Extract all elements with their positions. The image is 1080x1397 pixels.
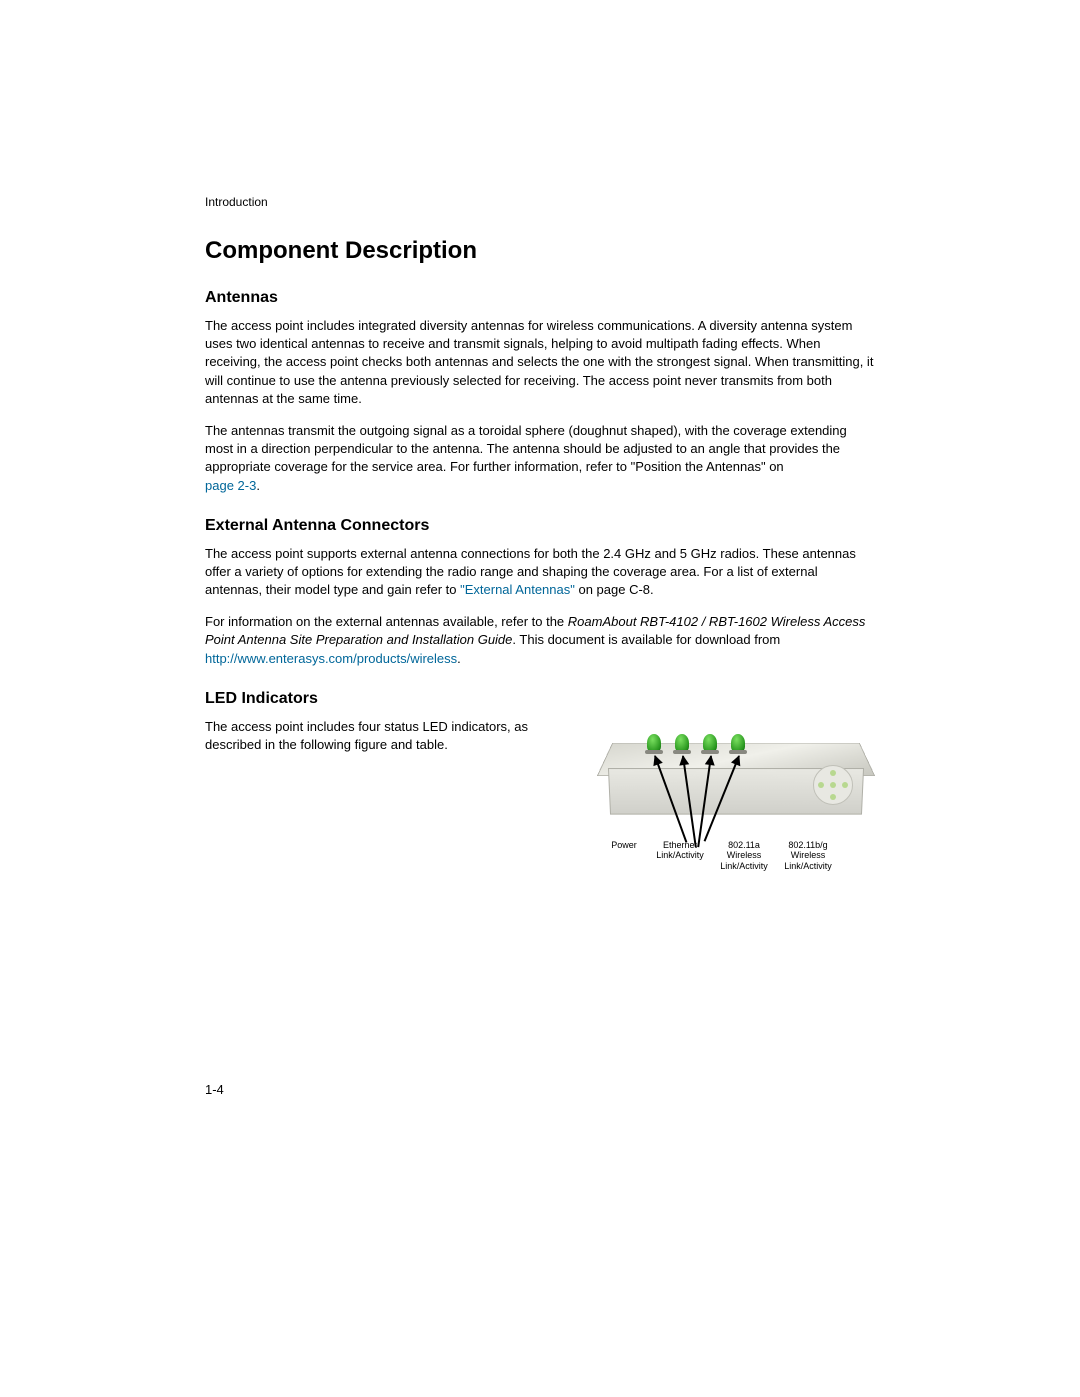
led-figure: PowerEthernet Link/Activity802.11a Wirel… — [595, 718, 875, 871]
circle-panel — [813, 765, 853, 805]
led-p1: The access point includes four status LE… — [205, 718, 577, 754]
external-p2-end: . — [457, 651, 461, 666]
panel-dot — [818, 782, 824, 788]
led-base — [729, 750, 747, 754]
panel-dot — [830, 782, 836, 788]
antennas-p2-post: . — [256, 478, 260, 493]
antennas-p2-pre: The antennas transmit the outgoing signa… — [205, 423, 847, 474]
enterasys-url-link[interactable]: http://www.enterasys.com/products/wirele… — [205, 651, 457, 666]
led-base — [673, 750, 691, 754]
external-p2-pre: For information on the external antennas… — [205, 614, 568, 629]
external-p2-mid: . This document is available for downloa… — [512, 632, 780, 647]
led-base — [701, 750, 719, 754]
page-number: 1-4 — [205, 1082, 224, 1097]
led-label: Ethernet Link/Activity — [651, 840, 709, 871]
external-heading: External Antenna Connectors — [205, 517, 875, 535]
antennas-p1: The access point includes integrated div… — [205, 317, 875, 408]
panel-dot — [830, 794, 836, 800]
led-base — [645, 750, 663, 754]
led-label: 802.11b/g Wireless Link/Activity — [779, 840, 837, 871]
antennas-heading: Antennas — [205, 289, 875, 307]
led-label: Power — [603, 840, 645, 871]
panel-dot — [842, 782, 848, 788]
external-antennas-link[interactable]: "External Antennas" — [460, 582, 575, 597]
external-p1: The access point supports external anten… — [205, 545, 875, 600]
led-label: 802.11a Wireless Link/Activity — [715, 840, 773, 871]
section-header: Introduction — [205, 195, 875, 209]
led-labels-row: PowerEthernet Link/Activity802.11a Wirel… — [595, 840, 875, 871]
page-2-3-link[interactable]: page 2-3 — [205, 478, 256, 493]
page-title: Component Description — [205, 237, 875, 265]
panel-dot — [830, 770, 836, 776]
device-illustration — [595, 718, 875, 838]
led-heading: LED Indicators — [205, 690, 875, 708]
antennas-p2: The antennas transmit the outgoing signa… — [205, 422, 875, 495]
external-p1-post: on page C-8. — [575, 582, 654, 597]
external-p2: For information on the external antennas… — [205, 613, 875, 668]
